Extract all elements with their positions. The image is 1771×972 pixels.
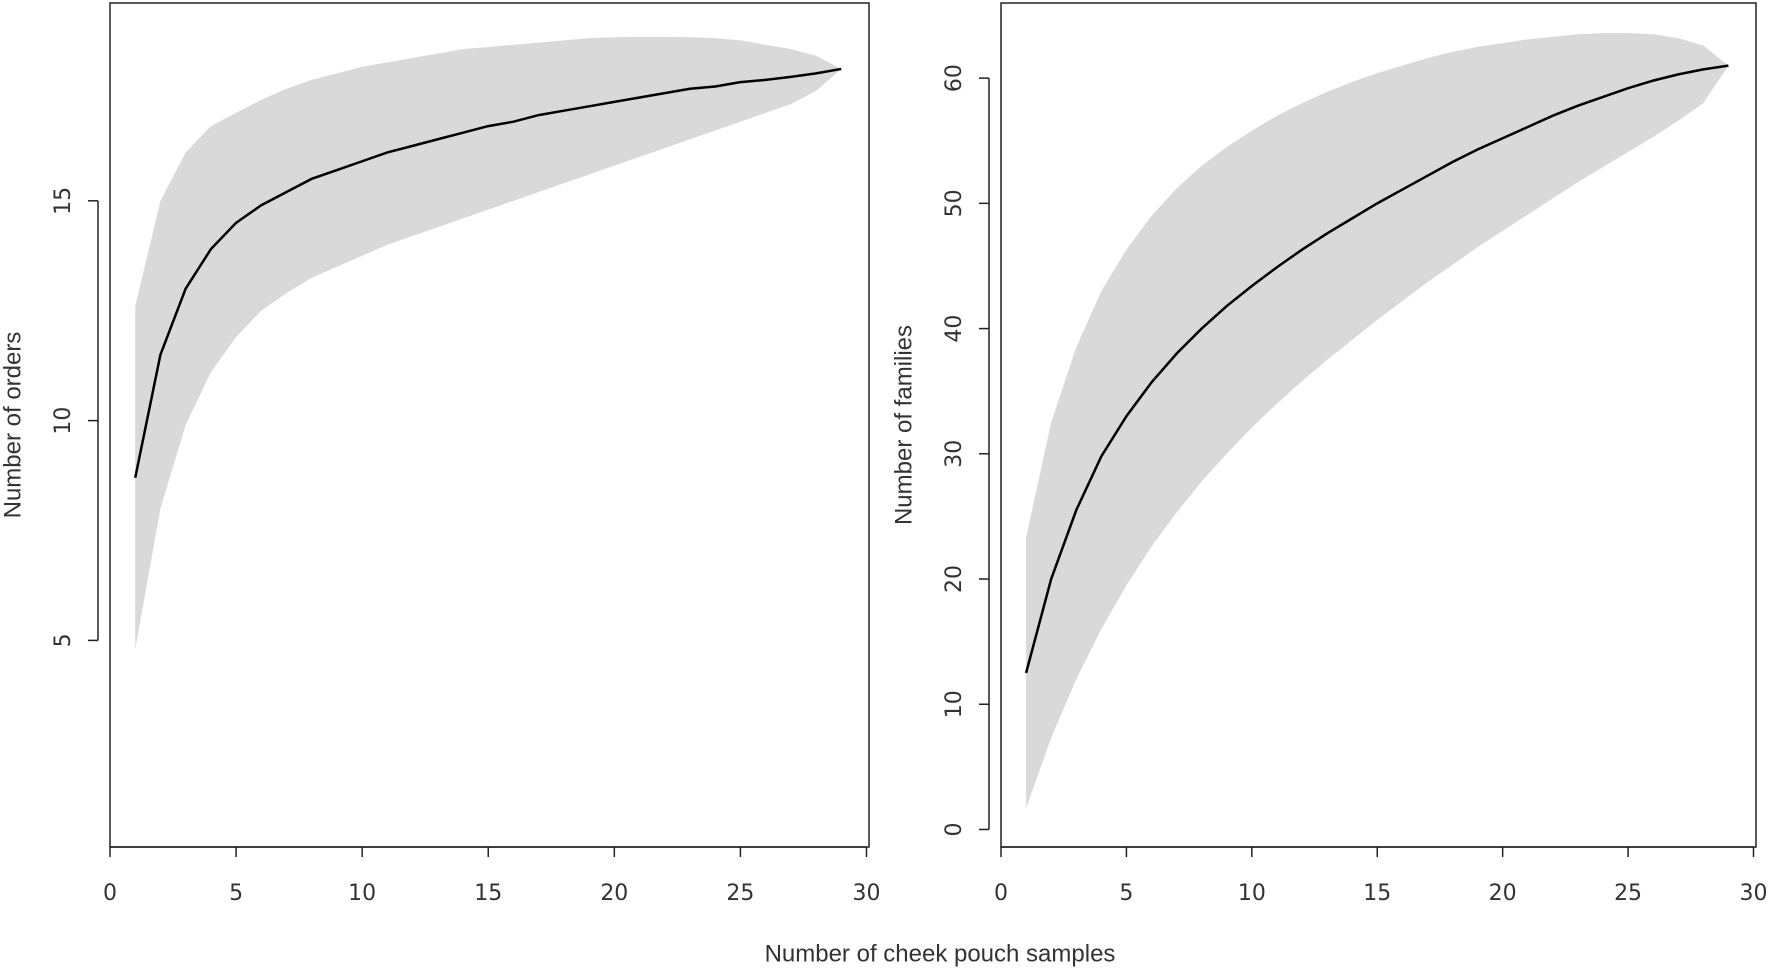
y-axis-label: Number of orders bbox=[0, 332, 26, 519]
confidence-band bbox=[1026, 33, 1729, 809]
x-tick-label: 15 bbox=[1363, 881, 1391, 906]
x-tick-label: 30 bbox=[852, 881, 880, 906]
x-tick-label: 25 bbox=[726, 881, 754, 906]
confidence-band bbox=[135, 36, 842, 650]
x-tick-label: 30 bbox=[1739, 881, 1767, 906]
x-tick-label: 15 bbox=[474, 881, 502, 906]
x-tick-label: 0 bbox=[103, 881, 117, 906]
x-axis-label: Number of cheek pouch samples bbox=[765, 940, 1116, 967]
x-tick-label: 25 bbox=[1614, 881, 1642, 906]
y-tick-label: 20 bbox=[942, 565, 967, 593]
y-tick-label: 10 bbox=[51, 407, 76, 435]
x-tick-label: 20 bbox=[1489, 881, 1517, 906]
x-tick-label: 20 bbox=[600, 881, 628, 906]
x-tick-label: 10 bbox=[1238, 881, 1266, 906]
y-tick-label: 40 bbox=[942, 315, 967, 343]
y-tick-label: 5 bbox=[51, 633, 76, 647]
mean-line bbox=[1024, 64, 1729, 674]
mean-line bbox=[133, 67, 842, 479]
y-tick-label: 50 bbox=[942, 189, 967, 217]
x-tick-label: 0 bbox=[994, 881, 1008, 906]
x-tick-label: 5 bbox=[1119, 881, 1133, 906]
y-axis-label: Number of families bbox=[890, 325, 917, 525]
y-tick-label: 0 bbox=[942, 822, 967, 836]
x-tick-label: 5 bbox=[229, 881, 243, 906]
y-tick-label: 10 bbox=[942, 690, 967, 718]
x-tick-label: 10 bbox=[348, 881, 376, 906]
y-tick-label: 60 bbox=[942, 64, 967, 92]
y-tick-label: 30 bbox=[942, 440, 967, 468]
y-tick-label: 15 bbox=[51, 187, 76, 215]
